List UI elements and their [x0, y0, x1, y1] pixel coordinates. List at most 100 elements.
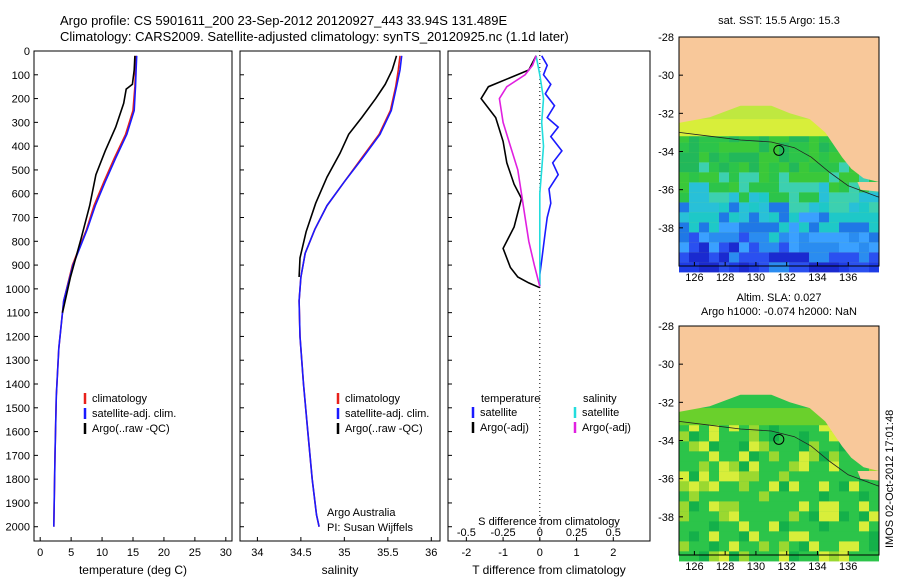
difference-series-2	[535, 55, 545, 287]
sla-map-cell	[849, 491, 859, 502]
sla-map-x-tick-label: 134	[808, 561, 826, 573]
sla-map-cell	[719, 491, 729, 502]
sst-map-x-tick-label: 134	[808, 272, 826, 284]
sla-map-cell	[699, 431, 709, 442]
sst-map-cell	[749, 232, 759, 243]
sst-map-cell	[829, 252, 839, 263]
sst-map-cell	[859, 252, 869, 263]
sst-map-cell	[809, 252, 819, 263]
sla-map-cell	[849, 461, 859, 472]
sla-map-land	[679, 326, 879, 471]
sst-map-cell	[749, 252, 759, 263]
sla-map-cell	[789, 441, 799, 452]
y-tick-label: 1200	[6, 331, 30, 343]
sst-map-cell	[739, 222, 749, 233]
sst-map-cell	[809, 262, 819, 273]
sla-map-cell	[849, 521, 859, 532]
y-tick-label: 1600	[6, 427, 30, 439]
sst-map-cell	[829, 192, 839, 203]
sla-map-cell	[719, 441, 729, 452]
sla-map-cell	[759, 431, 769, 442]
sla-map-cell	[749, 471, 759, 482]
sst-map-cell	[829, 262, 839, 273]
sst-map-cell	[869, 202, 879, 213]
sla-map-y-tick-label: -30	[658, 359, 674, 371]
sst-map-cell	[729, 142, 739, 153]
sla-map-cell	[829, 441, 839, 452]
sla-map-cell	[699, 481, 709, 492]
sla-map-cell	[849, 541, 859, 552]
sst-map-cell	[719, 212, 729, 223]
sst-map-cell	[719, 192, 729, 203]
sla-map-cell	[779, 501, 789, 512]
sst-map-cell	[699, 262, 709, 273]
sla-map-y-tick-label: -36	[658, 474, 674, 486]
sla-map-cell	[859, 551, 869, 562]
sla-map-cell	[819, 461, 829, 472]
sla-map-panel: Altim. SLA: 0.027 Argo h1000: -0.074 h200…	[658, 292, 880, 573]
sst-map-cell	[739, 192, 749, 203]
sst-map-cell	[749, 222, 759, 233]
sst-map-cell	[699, 252, 709, 263]
sst-map-cell	[819, 172, 829, 183]
sla-map-cell	[719, 511, 729, 522]
sst-map-cell	[809, 232, 819, 243]
sla-map-cell	[709, 551, 719, 562]
sla-map-cell	[699, 521, 709, 532]
sst-map-cell	[779, 222, 789, 233]
sst-map-cell	[729, 172, 739, 183]
sla-map-cell	[829, 481, 839, 492]
sla-map-cell	[789, 421, 799, 432]
sst-map-cell	[759, 212, 769, 223]
sla-map-cell	[769, 491, 779, 502]
sla-map-cell	[729, 551, 739, 562]
salinity-series-2	[298, 55, 398, 278]
sst-map-cell	[749, 152, 759, 163]
sst-map-cell	[699, 232, 709, 243]
sst-map-cell	[809, 242, 819, 253]
sla-map-x-tick-label: 126	[685, 561, 703, 573]
sla-map-cell	[679, 511, 689, 522]
header-line-1: Argo profile: CS 5901611_200 23-Sep-2012…	[60, 13, 508, 28]
sla-map-cell	[819, 421, 829, 432]
sla-map-cell	[699, 511, 709, 522]
sst-map-cell	[679, 222, 689, 233]
sst-map-cell	[779, 162, 789, 173]
sst-map-cell	[689, 162, 699, 173]
difference-xlabel: T difference from climatology	[472, 563, 626, 577]
sst-map-cell	[709, 172, 719, 183]
sla-map-cell	[769, 531, 779, 542]
sst-map-cell	[839, 172, 849, 183]
sla-map-cell	[759, 451, 769, 462]
sla-map-cell	[809, 521, 819, 532]
sla-map-x-tick-label: 128	[716, 561, 734, 573]
sal-diff-x-tick-label: 0.25	[566, 527, 587, 539]
sst-map-cell	[749, 242, 759, 253]
sla-map-cell	[819, 541, 829, 552]
sst-map-cell	[799, 192, 809, 203]
sst-map-cell	[709, 232, 719, 243]
sst-map-cell	[689, 222, 699, 233]
sla-map-cell	[799, 441, 809, 452]
temperature-frame	[33, 50, 233, 542]
sst-map-cell	[769, 152, 779, 163]
sst-map-cell	[839, 212, 849, 223]
sla-map-cell	[869, 501, 879, 512]
y-tick-label: 700	[12, 213, 30, 225]
sst-map-cell	[869, 262, 879, 273]
sla-map-cell	[739, 461, 749, 472]
sst-map-cell	[749, 182, 759, 193]
sst-map-cell	[759, 132, 769, 143]
sst-map-cell	[829, 162, 839, 173]
sal-diff-x-tick-label: 0.5	[606, 527, 621, 539]
sst-map-cell	[759, 242, 769, 253]
y-tick-label: 2000	[6, 522, 30, 534]
y-tick-label: 1500	[6, 403, 30, 415]
sst-map-cell	[779, 232, 789, 243]
sla-map-cell	[759, 551, 769, 562]
sla-map-cell	[869, 541, 879, 552]
sst-map-cell	[819, 262, 829, 273]
sla-map-cell	[729, 501, 739, 512]
sla-map-cell	[699, 531, 709, 542]
sst-map-cell	[739, 202, 749, 213]
